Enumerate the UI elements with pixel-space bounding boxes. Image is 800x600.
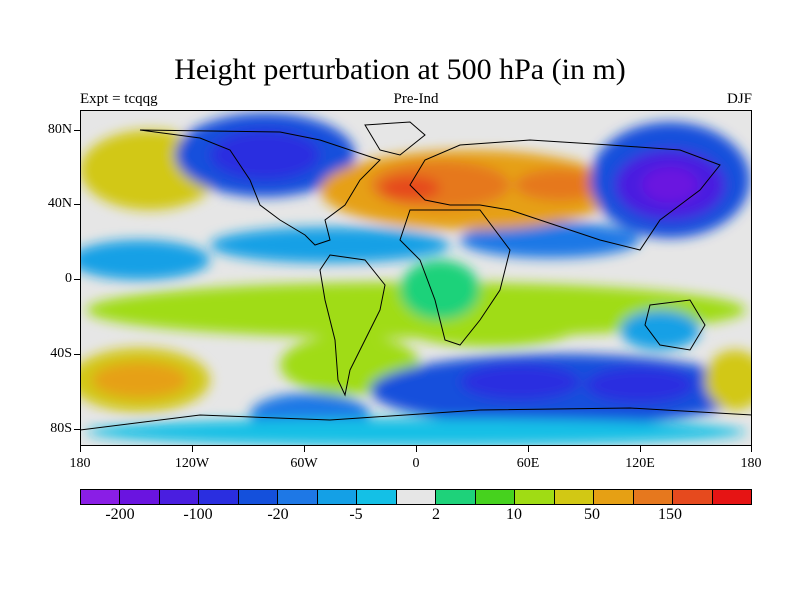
x-tickmark	[192, 446, 193, 452]
colorbar-cell	[278, 490, 318, 504]
chart-title: Height perturbation at 500 hPa (in m)	[174, 53, 626, 86]
colorbar-label: -100	[183, 506, 213, 523]
coast-greenland	[364, 121, 426, 156]
anomaly-band-tropics-blue	[210, 227, 450, 263]
anomaly-nep-negative-inner	[642, 167, 698, 203]
x-tick-label: 120W	[174, 456, 210, 471]
x-tick-label: 0	[412, 456, 420, 471]
colorbar-cell	[554, 490, 595, 504]
x-tickmark	[80, 446, 81, 452]
colorbar-cell	[475, 490, 516, 504]
anomaly-se-pacific-positive	[705, 350, 752, 410]
anomaly-band-trop-west	[80, 240, 210, 280]
x-tickmark	[640, 446, 641, 452]
anomaly-so-negative-inner-2	[585, 367, 695, 403]
x-tick-label: 180	[69, 456, 91, 471]
anomaly-na-negative-inner	[210, 130, 320, 180]
coastlines	[80, 121, 752, 431]
coast-south-america	[319, 254, 386, 397]
colorbar-label: -5	[349, 506, 363, 523]
colorbar-cell	[633, 490, 674, 504]
y-tickmark	[74, 429, 80, 430]
x-tick-label: 60E	[516, 456, 540, 471]
y-tickmark	[74, 279, 80, 280]
coast-africa	[399, 209, 511, 346]
map-panel	[80, 110, 752, 446]
x-tick-label: 180	[740, 456, 762, 471]
anomaly-australia-blue	[620, 310, 700, 350]
colorbar-label: -20	[267, 506, 289, 523]
x-tick-label: 60W	[290, 456, 318, 471]
y-tick-label: 0	[65, 271, 72, 286]
anomaly-so-negative-inner-1	[460, 364, 580, 400]
y-tick-label: 80N	[47, 122, 72, 137]
y-tickmark	[74, 130, 80, 131]
colorbar-label: -200	[105, 506, 135, 523]
colorbar-cell	[238, 490, 279, 504]
subtitle-period: Pre-Ind	[393, 91, 439, 107]
subtitle-experiment: Expt = tcqqg	[80, 91, 158, 107]
colorbar-cell	[317, 490, 358, 504]
anomaly-band-tropics-blue-east	[460, 222, 640, 258]
colorbar-label: 10	[506, 506, 522, 523]
colorbar-cell	[396, 490, 437, 504]
anomaly-antarctic-band	[86, 418, 746, 446]
coast-europe-asia	[409, 139, 721, 251]
colorbar-cell	[159, 490, 200, 504]
colorbar-label: 150	[658, 506, 682, 523]
colorbar-cell	[81, 490, 121, 504]
colorbar	[80, 489, 752, 505]
x-tick-label: 120E	[625, 456, 655, 471]
colorbar-label: 2	[432, 506, 440, 523]
y-tick-label: 40N	[47, 196, 72, 211]
colorbar-cell	[357, 490, 397, 504]
colorbar-cell	[515, 490, 555, 504]
y-tick-label: 40S	[50, 346, 72, 361]
coast-north-america	[139, 129, 381, 246]
anomaly-asia-positive	[515, 169, 605, 201]
colorbar-label: 50	[584, 506, 600, 523]
x-tickmark	[416, 446, 417, 452]
anomaly-sp-positive-inner	[92, 362, 188, 398]
anomaly-europe-positive-inner	[380, 176, 440, 200]
height-perturbation-field	[80, 110, 752, 446]
x-tickmark	[751, 446, 752, 452]
colorbar-cell	[120, 490, 160, 504]
colorbar-cell	[436, 490, 476, 504]
anomaly-africa-green	[400, 260, 480, 320]
colorbar-cell	[712, 490, 751, 504]
coast-antarctica	[80, 407, 752, 431]
colorbar-cell	[199, 490, 239, 504]
x-tickmark	[528, 446, 529, 452]
y-tickmark	[74, 354, 80, 355]
y-tickmark	[74, 204, 80, 205]
subtitle-season: DJF	[726, 91, 752, 107]
y-tick-label: 80S	[50, 421, 72, 436]
colorbar-cell	[673, 490, 713, 504]
colorbar-cell	[594, 490, 634, 504]
coast-australia	[644, 299, 706, 351]
x-tickmark	[304, 446, 305, 452]
